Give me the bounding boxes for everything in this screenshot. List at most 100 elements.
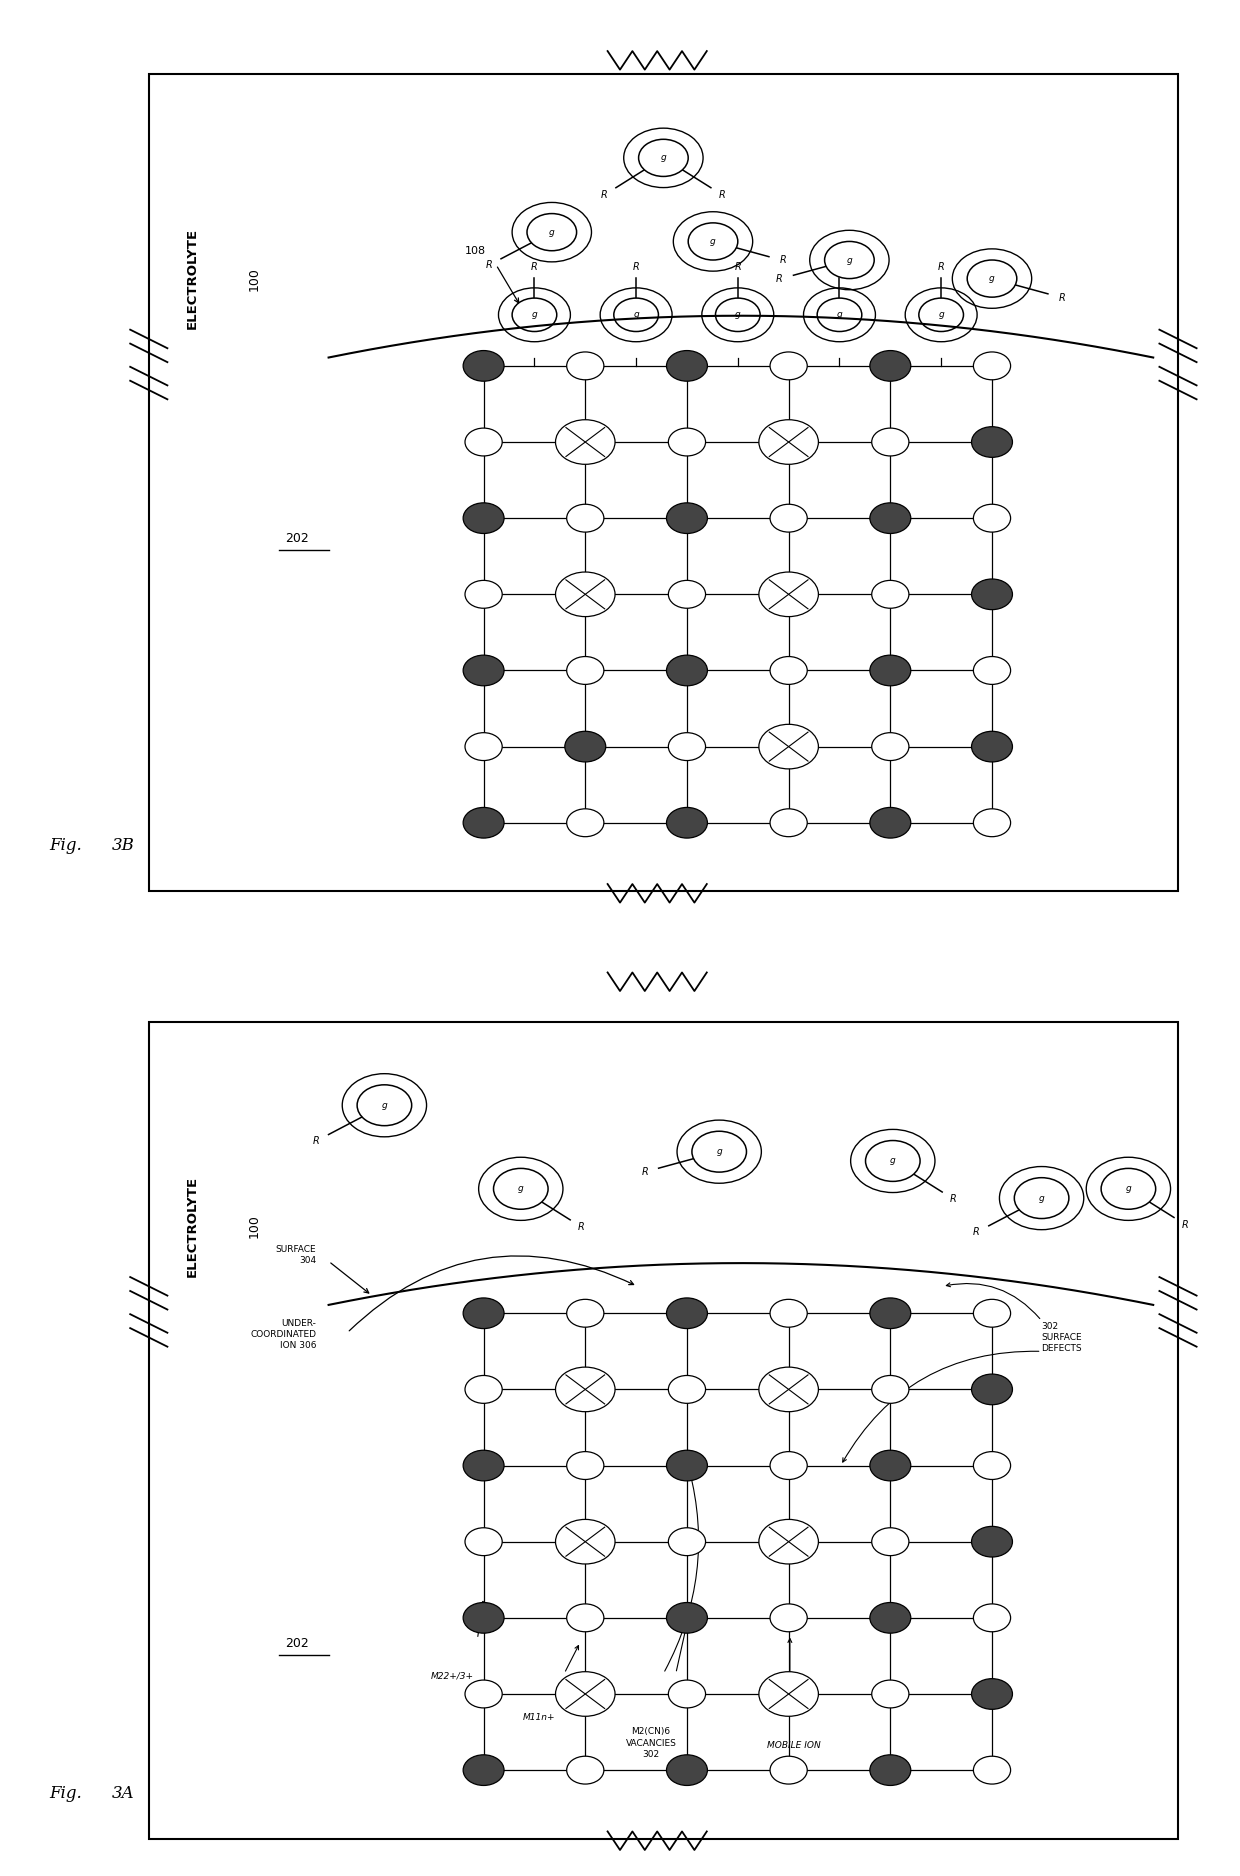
Circle shape — [668, 1527, 706, 1555]
Circle shape — [972, 580, 1012, 610]
Circle shape — [494, 1169, 548, 1210]
Text: R: R — [1059, 293, 1065, 302]
Text: R: R — [950, 1195, 957, 1204]
Circle shape — [666, 1754, 707, 1786]
Circle shape — [973, 1300, 1011, 1326]
Text: 108: 108 — [465, 246, 486, 255]
Circle shape — [567, 1300, 604, 1326]
Circle shape — [567, 1756, 604, 1784]
Circle shape — [666, 503, 707, 533]
Circle shape — [567, 657, 604, 685]
Text: R: R — [531, 261, 538, 272]
Text: g: g — [990, 274, 994, 283]
Text: UNDER-
COORDINATED
ION 306: UNDER- COORDINATED ION 306 — [250, 1319, 316, 1351]
Circle shape — [666, 351, 707, 381]
Circle shape — [770, 353, 807, 379]
Circle shape — [692, 1131, 746, 1172]
Circle shape — [759, 572, 818, 617]
Circle shape — [465, 734, 502, 760]
Text: R: R — [719, 189, 725, 201]
Circle shape — [869, 807, 910, 839]
Text: g: g — [382, 1101, 387, 1111]
Text: M11n+: M11n+ — [523, 1713, 556, 1722]
Circle shape — [465, 580, 502, 608]
Circle shape — [972, 732, 1012, 762]
Circle shape — [464, 1754, 503, 1786]
Circle shape — [872, 1527, 909, 1555]
Circle shape — [972, 1679, 1012, 1709]
Circle shape — [866, 1141, 920, 1182]
Text: 100: 100 — [248, 1214, 260, 1238]
Circle shape — [869, 1754, 910, 1786]
Circle shape — [567, 353, 604, 379]
Circle shape — [564, 732, 605, 762]
Text: 3B: 3B — [112, 837, 134, 854]
Circle shape — [817, 298, 862, 332]
Circle shape — [465, 1527, 502, 1555]
Text: 100: 100 — [248, 266, 260, 291]
Text: R: R — [641, 1167, 649, 1176]
Circle shape — [527, 214, 577, 251]
Circle shape — [770, 657, 807, 685]
Circle shape — [825, 242, 874, 280]
Text: R: R — [836, 261, 843, 272]
Circle shape — [464, 1298, 503, 1328]
Text: g: g — [518, 1184, 523, 1193]
Text: g: g — [1126, 1184, 1131, 1193]
Bar — [149, 75, 1178, 891]
Text: 202: 202 — [285, 533, 309, 546]
Text: R: R — [312, 1137, 320, 1146]
Circle shape — [872, 1681, 909, 1707]
Circle shape — [556, 420, 615, 465]
Circle shape — [464, 1450, 503, 1480]
Circle shape — [465, 1681, 502, 1707]
Circle shape — [464, 807, 503, 839]
Circle shape — [666, 1298, 707, 1328]
Circle shape — [567, 1604, 604, 1632]
Circle shape — [668, 1375, 706, 1403]
Text: R: R — [578, 1221, 585, 1233]
Circle shape — [770, 1604, 807, 1632]
Circle shape — [973, 809, 1011, 837]
Circle shape — [666, 655, 707, 687]
Circle shape — [1101, 1169, 1156, 1210]
Circle shape — [556, 1520, 615, 1565]
Circle shape — [639, 139, 688, 176]
Bar — [149, 1022, 1178, 1838]
Text: Fig.: Fig. — [50, 1784, 82, 1801]
Text: R: R — [734, 261, 742, 272]
Text: R: R — [632, 261, 640, 272]
Text: g: g — [661, 154, 666, 163]
Circle shape — [464, 351, 503, 381]
Circle shape — [770, 1452, 807, 1480]
Circle shape — [464, 655, 503, 687]
Circle shape — [464, 503, 503, 533]
Circle shape — [869, 1450, 910, 1480]
Text: MOBILE ION: MOBILE ION — [766, 1741, 821, 1750]
Text: R: R — [973, 1227, 980, 1236]
Text: M2(CN)6
VACANCIES
302: M2(CN)6 VACANCIES 302 — [625, 1728, 677, 1758]
Circle shape — [715, 298, 760, 332]
Circle shape — [567, 1452, 604, 1480]
Circle shape — [759, 1672, 818, 1717]
Text: g: g — [711, 236, 715, 246]
Circle shape — [614, 298, 658, 332]
Circle shape — [770, 809, 807, 837]
Text: g: g — [735, 310, 740, 319]
Text: g: g — [717, 1148, 722, 1156]
Circle shape — [759, 1520, 818, 1565]
Text: Fig.: Fig. — [50, 837, 82, 854]
Circle shape — [567, 809, 604, 837]
Text: g: g — [634, 310, 639, 319]
Circle shape — [770, 1756, 807, 1784]
Text: R: R — [601, 189, 608, 201]
Circle shape — [973, 505, 1011, 533]
Circle shape — [872, 1375, 909, 1403]
Text: g: g — [837, 310, 842, 319]
Circle shape — [872, 428, 909, 456]
Circle shape — [770, 505, 807, 533]
Text: ELECTROLYTE: ELECTROLYTE — [186, 229, 198, 328]
Circle shape — [869, 1298, 910, 1328]
Circle shape — [973, 1756, 1011, 1784]
Circle shape — [668, 580, 706, 608]
